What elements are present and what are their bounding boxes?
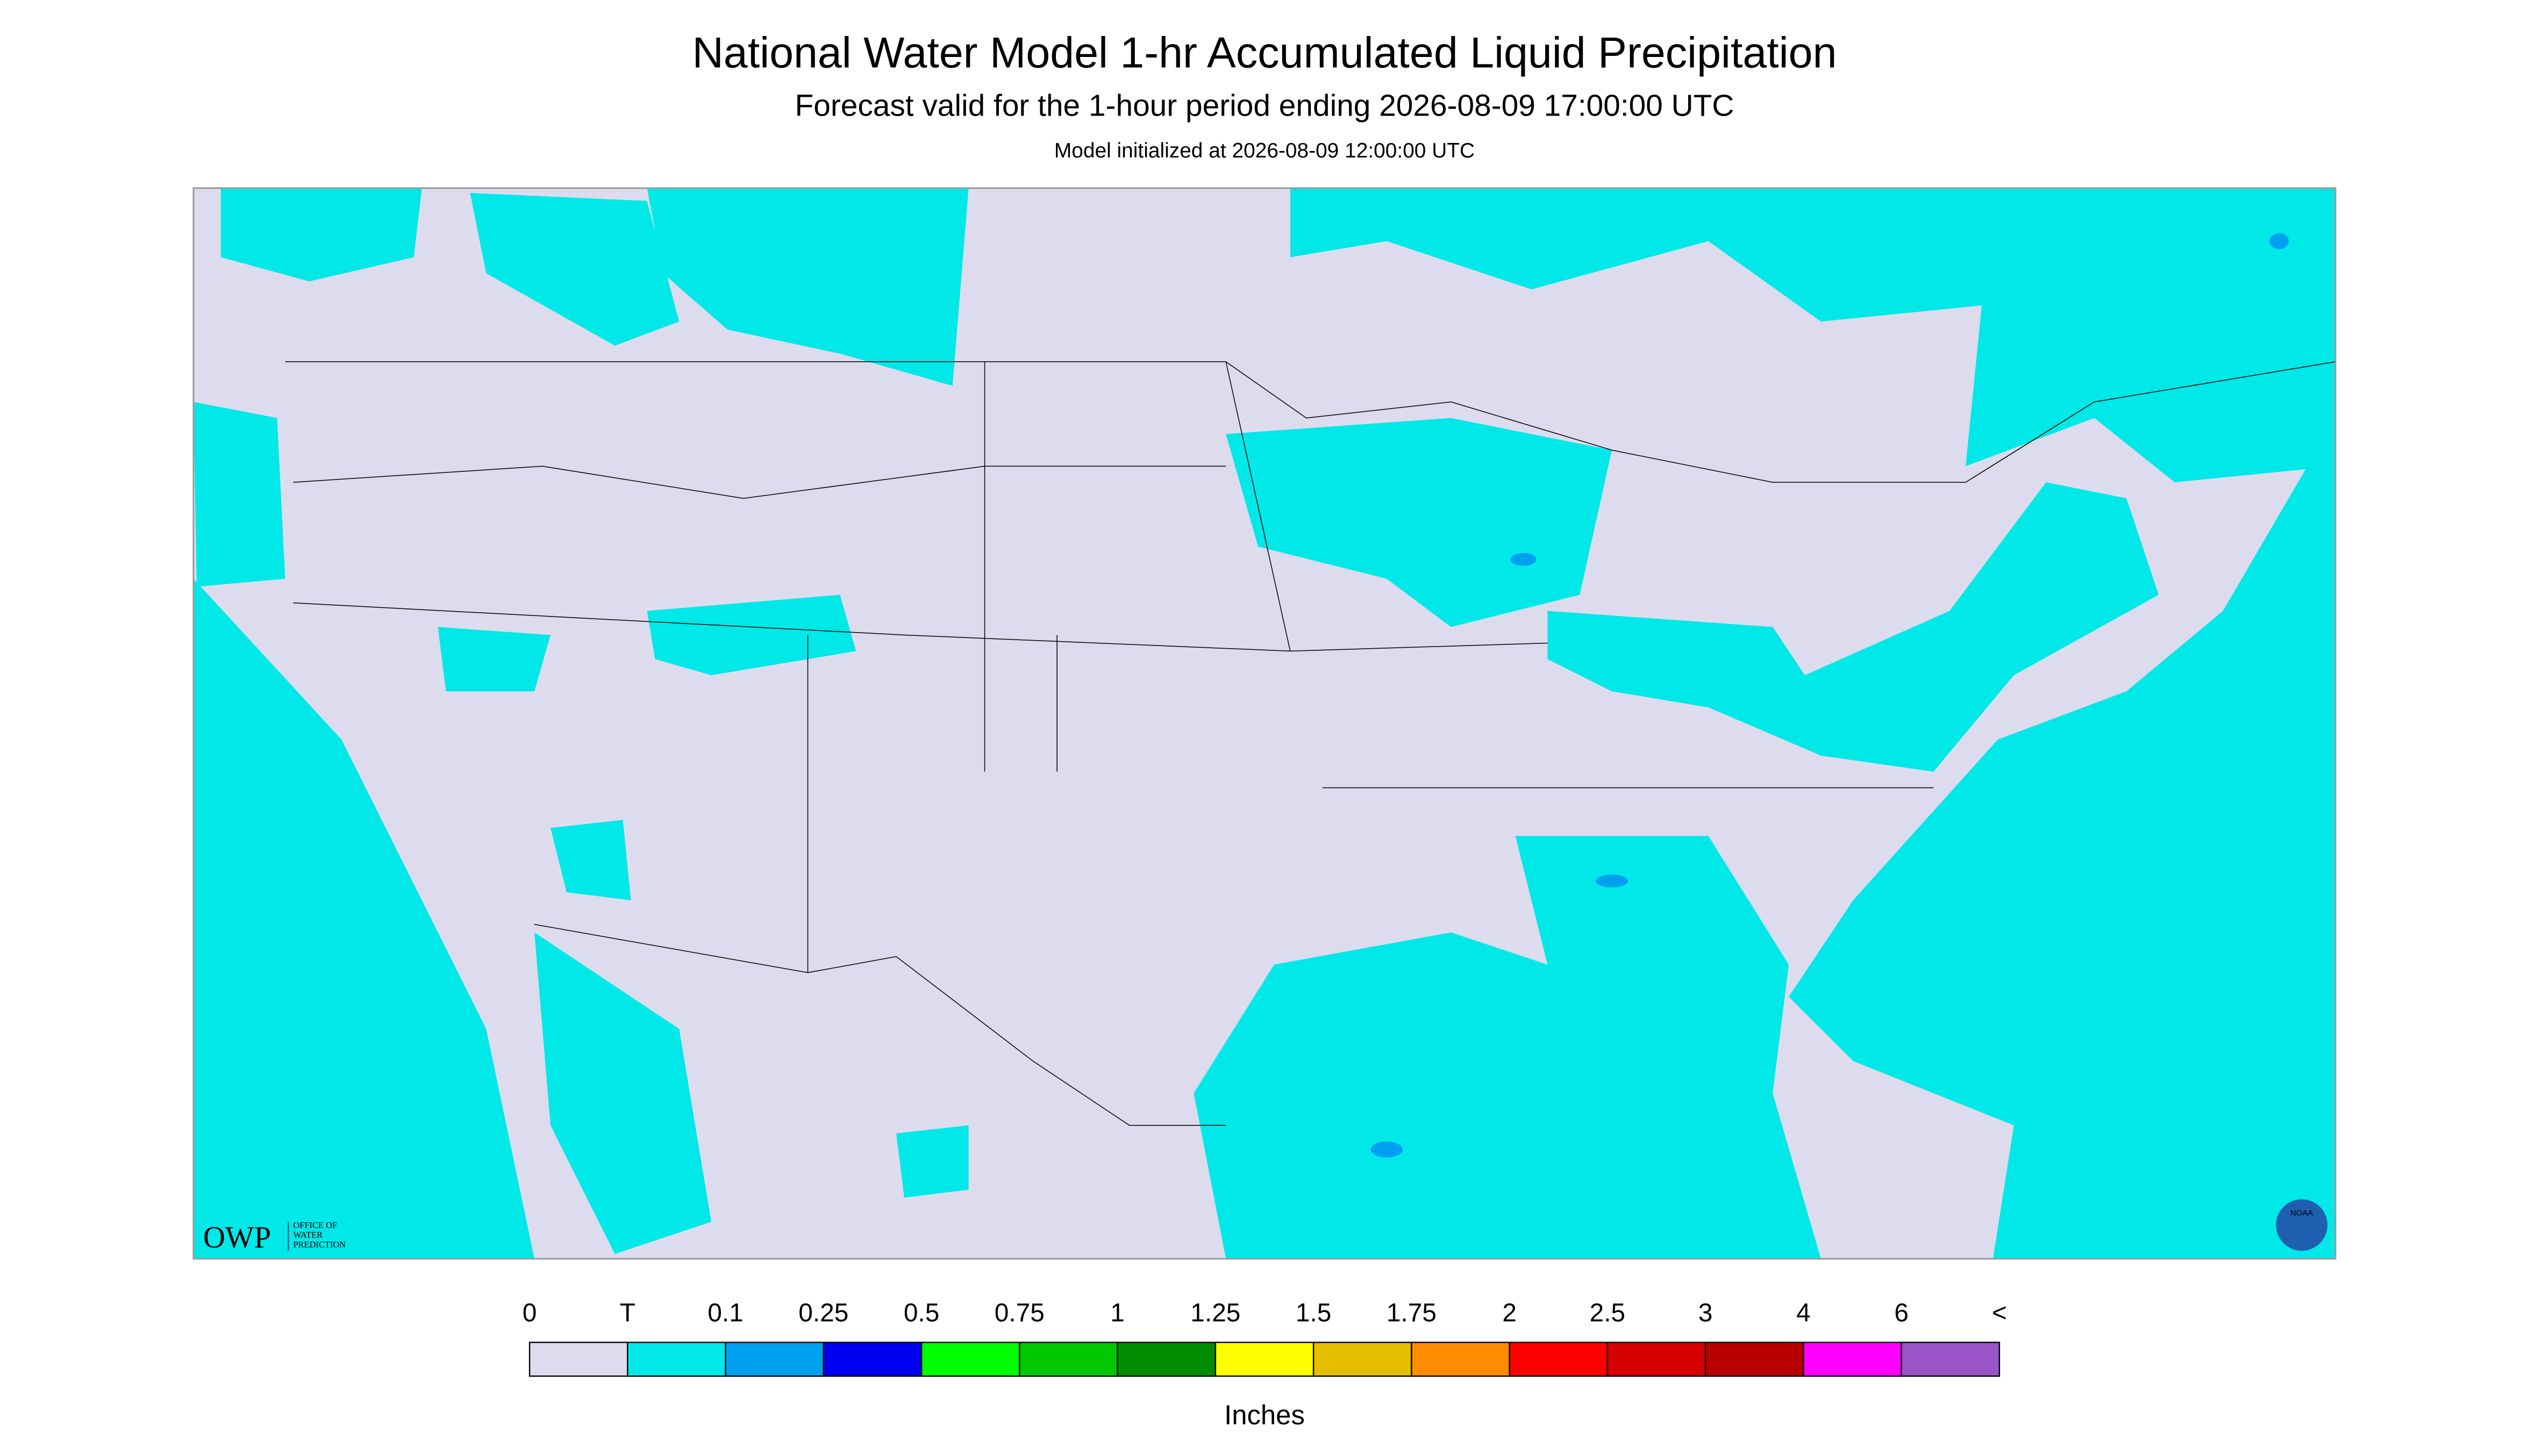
legend-label: 6 <box>1894 1299 1909 1328</box>
owp-name-line: OFFICE OF <box>293 1220 337 1230</box>
precip-areas <box>193 188 2336 1259</box>
legend-swatch <box>1704 1342 1804 1377</box>
legend-label: 1 <box>1110 1299 1125 1328</box>
light-precip-cells <box>1370 233 2289 1158</box>
legend-swatch <box>1803 1342 1902 1377</box>
legend-swatch <box>1606 1342 1706 1377</box>
legend-label: 0.25 <box>798 1299 848 1328</box>
legend-swatch <box>1411 1342 1510 1377</box>
subtitle: Forecast valid for the 1-hour period end… <box>795 89 1734 123</box>
legend-label: 1.75 <box>1387 1299 1437 1328</box>
boundaries <box>285 361 2336 1126</box>
legend-label: 1.25 <box>1190 1299 1240 1328</box>
init-time: Model initialized at 2026-08-09 12:00:00… <box>1054 139 1475 162</box>
legend-swatch <box>1019 1342 1118 1377</box>
legend-swatch <box>1312 1342 1412 1377</box>
legend-swatch <box>920 1342 1020 1377</box>
legend-label: 0.75 <box>995 1299 1045 1328</box>
legend-label: 0.5 <box>904 1299 940 1328</box>
legend-swatch <box>725 1342 825 1377</box>
noaa-text: NOAA <box>2290 1208 2313 1217</box>
legend-swatch <box>1509 1342 1609 1377</box>
legend-label: 2.5 <box>1590 1299 1626 1328</box>
legend-swatch <box>1117 1342 1217 1377</box>
title: National Water Model 1-hr Accumulated Li… <box>692 29 1837 77</box>
legend-label: < <box>1992 1299 2007 1328</box>
legend: 0 T 0.1 0.25 0.5 0.75 1 1.25 1.5 1.75 2 2.5 3 4 6 < <box>523 1299 2007 1377</box>
legend-unit: Inches <box>1224 1400 1305 1430</box>
legend-swatch <box>1901 1342 2001 1377</box>
legend-label: 3 <box>1698 1299 1713 1328</box>
legend-swatch <box>627 1342 726 1377</box>
owp-logo: OWP <box>203 1221 271 1254</box>
map-frame <box>192 187 2337 1260</box>
legend-label: 4 <box>1796 1299 1811 1328</box>
legend-swatch <box>528 1342 628 1377</box>
legend-label: 1.5 <box>1296 1299 1332 1328</box>
legend-label: 2 <box>1502 1299 1517 1328</box>
legend-swatch <box>1215 1342 1314 1377</box>
legend-label: 0.1 <box>708 1299 744 1328</box>
noaa-logo <box>2276 1199 2328 1251</box>
owp-name-line: PREDICTION <box>293 1239 346 1250</box>
legend-label: T <box>620 1299 635 1328</box>
legend-label: 0 <box>523 1299 537 1328</box>
legend-swatch <box>823 1342 923 1377</box>
owp-name-line: WATER <box>293 1230 323 1240</box>
